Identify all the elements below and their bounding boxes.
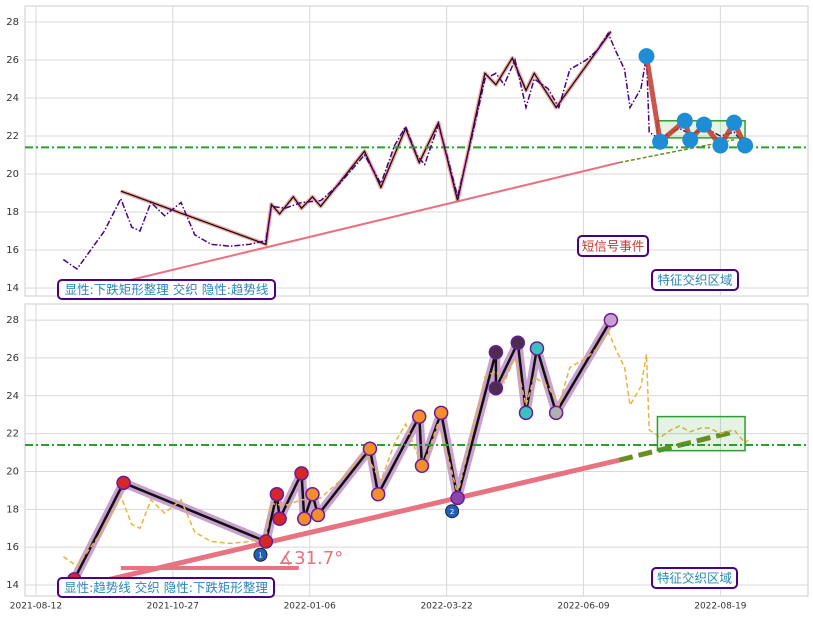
y-tick-label: 26 bbox=[6, 55, 19, 66]
signal-point bbox=[638, 48, 655, 65]
badge bbox=[253, 547, 268, 562]
x-tick-label: 2021-08-12 bbox=[10, 602, 62, 612]
pivot-marker bbox=[488, 380, 504, 396]
y-tick-label: 16 bbox=[6, 245, 19, 256]
pivot-marker bbox=[297, 511, 312, 527]
pivot-marker bbox=[510, 335, 526, 351]
pivot-marker bbox=[258, 534, 274, 549]
annotation: 显性:趋势线 交织 隐性:下跌矩形整理 bbox=[64, 580, 268, 595]
signal-point bbox=[726, 114, 743, 131]
annotation: 特征交织区域 bbox=[657, 571, 732, 586]
x-tick-label: 2022-01-06 bbox=[284, 602, 337, 612]
y-tick-label: 16 bbox=[6, 542, 19, 553]
signal-point bbox=[712, 137, 729, 154]
pivot-marker bbox=[414, 458, 430, 474]
pivot-marker bbox=[529, 341, 545, 356]
y-tick-label: 28 bbox=[6, 315, 19, 326]
badge-label: 2 bbox=[450, 508, 454, 516]
pivot-marker bbox=[548, 405, 564, 421]
y-tick-label: 24 bbox=[6, 93, 19, 104]
pivot-marker bbox=[272, 511, 287, 527]
annotation: 特征交织区域 bbox=[657, 273, 732, 288]
y-tick-label: 28 bbox=[6, 17, 19, 28]
x-tick-label: 2021-10-27 bbox=[147, 602, 199, 612]
x-tick-label: 2022-03-22 bbox=[420, 602, 472, 612]
annotation: 显性:下跌矩形整理 交织 隐性:趋势线 bbox=[65, 282, 269, 297]
y-tick-label: 26 bbox=[6, 353, 19, 364]
y-tick-label: 20 bbox=[6, 169, 19, 180]
pivot-marker bbox=[362, 441, 378, 457]
angle-label: ∡31.7° bbox=[278, 548, 343, 569]
pattern-line bbox=[73, 319, 612, 580]
annotation-box bbox=[57, 577, 275, 598]
y-tick-label: 22 bbox=[6, 429, 19, 440]
pivot-marker bbox=[450, 490, 465, 506]
pivot-marker bbox=[116, 475, 131, 491]
pivot-marker bbox=[518, 405, 534, 421]
badge bbox=[445, 504, 460, 519]
y-tick-label: 24 bbox=[6, 391, 19, 402]
pivot-marker bbox=[488, 345, 504, 360]
signal-point bbox=[652, 133, 669, 150]
annotation: 短信号事件 bbox=[582, 239, 645, 254]
pivot-marker bbox=[370, 486, 386, 502]
y-tick-label: 22 bbox=[6, 131, 19, 142]
badge-label: 1 bbox=[258, 552, 262, 560]
pivot-marker bbox=[411, 409, 427, 424]
pivot-marker bbox=[310, 507, 326, 523]
annotation-box bbox=[577, 235, 649, 257]
price-line bbox=[62, 329, 752, 568]
annotation-box bbox=[651, 269, 739, 291]
y-tick-label: 14 bbox=[6, 283, 19, 294]
signal-point bbox=[682, 131, 699, 148]
pivot-marker bbox=[603, 312, 619, 328]
signal-point bbox=[695, 116, 712, 133]
pivot-marker bbox=[433, 405, 449, 421]
x-tick-label: 2022-06-09 bbox=[557, 602, 610, 612]
annotation-box bbox=[57, 279, 276, 300]
signal-point bbox=[737, 137, 754, 154]
pivot-marker bbox=[305, 486, 320, 502]
signal-point bbox=[676, 112, 693, 129]
pivot-marker bbox=[294, 466, 309, 481]
zone-rect bbox=[656, 415, 746, 452]
y-tick-label: 18 bbox=[6, 207, 19, 218]
y-tick-label: 14 bbox=[6, 580, 19, 591]
annotation-box bbox=[651, 567, 738, 589]
trend-line bbox=[109, 457, 620, 582]
y-tick-label: 20 bbox=[6, 466, 19, 477]
y-tick-label: 18 bbox=[6, 504, 19, 515]
pivot-marker bbox=[269, 486, 285, 502]
trend-line bbox=[120, 161, 620, 284]
x-tick-label: 2022-08-19 bbox=[694, 602, 747, 612]
